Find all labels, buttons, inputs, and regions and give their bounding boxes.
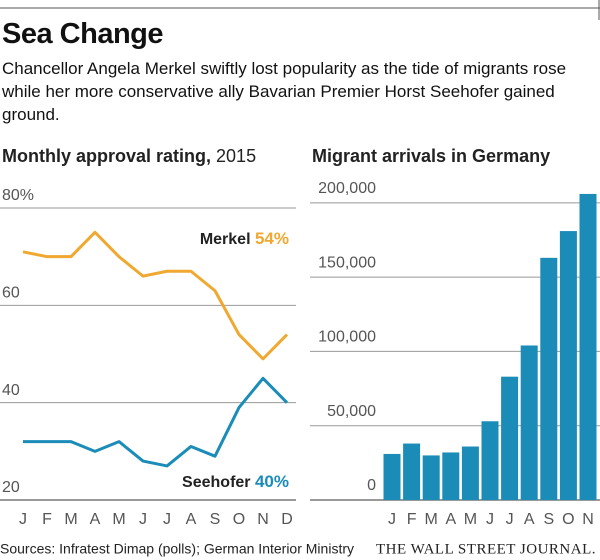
data-label: 54% [255,229,289,248]
series-label: Seehofer 40% [182,472,289,491]
legend-label: Seehofer [182,474,250,491]
y-tick-label: 0 [367,477,376,494]
bar [461,446,479,500]
x-tick-label: F [407,511,417,528]
x-tick-label: N [582,511,594,528]
y-tick-label: 80% [2,187,34,204]
x-tick-label: A [186,511,197,528]
x-tick-label: O [233,511,245,528]
x-tick-label: J [486,511,494,528]
data-label: 40% [255,472,289,491]
line [23,376,289,468]
y-tick-label: 20 [2,479,20,496]
title: Sea Change [2,18,164,50]
x-tick-label: F [42,511,52,528]
bar [559,231,577,501]
x-tick-label: S [543,511,554,528]
x-tick-label: J [19,511,27,528]
bar [501,376,519,500]
line [22,230,289,361]
x-tick-label: M [464,511,477,528]
source: Sources: Infratest Dimap (polls); German… [0,541,354,557]
x-tick-label: A [445,511,456,528]
x-tick-label: J [163,511,171,528]
chart-title: Monthly approval rating, 2015 [2,146,256,166]
bar [422,455,440,500]
bar [383,453,401,500]
bar [403,443,421,500]
bar [442,452,460,500]
x-tick-label: J [139,511,147,528]
x-tick-label: A [90,511,101,528]
x-tick-label: S [210,511,221,528]
y-tick-label: 50,000 [327,403,376,420]
chart-title: Migrant arrivals in Germany [312,146,550,166]
header: Sea Change Chancellor Angela Merkel swif… [2,18,592,126]
y-tick-label: 60 [2,285,20,302]
y-tick-label: 200,000 [318,180,376,197]
x-tick-label: O [562,511,574,528]
series-label: Merkel 54% [200,229,289,248]
x-tick-label: M [112,511,125,528]
bar [520,345,538,500]
chart-subtitle: 2015 [216,146,256,166]
y-tick-label: 100,000 [318,329,376,346]
x-tick-label: J [506,511,514,528]
x-tick-label: M [64,511,77,528]
y-tick-label: 40 [2,382,20,399]
x-tick-label: N [257,511,269,528]
x-tick-label: J [388,511,396,528]
bar [481,421,499,500]
bar [579,193,597,500]
legend-label: Merkel [200,231,251,248]
x-tick-label: D [281,511,293,528]
x-tick-label: M [425,511,438,528]
publisher: THE WALL STREET JOURNAL. [376,541,596,557]
y-tick-label: 150,000 [318,254,376,271]
bar [540,257,558,500]
subtitle: Chancellor Angela Merkel swiftly lost po… [2,59,567,124]
x-tick-label: A [524,511,535,528]
chart-title: Monthly approval rating, [2,146,211,166]
